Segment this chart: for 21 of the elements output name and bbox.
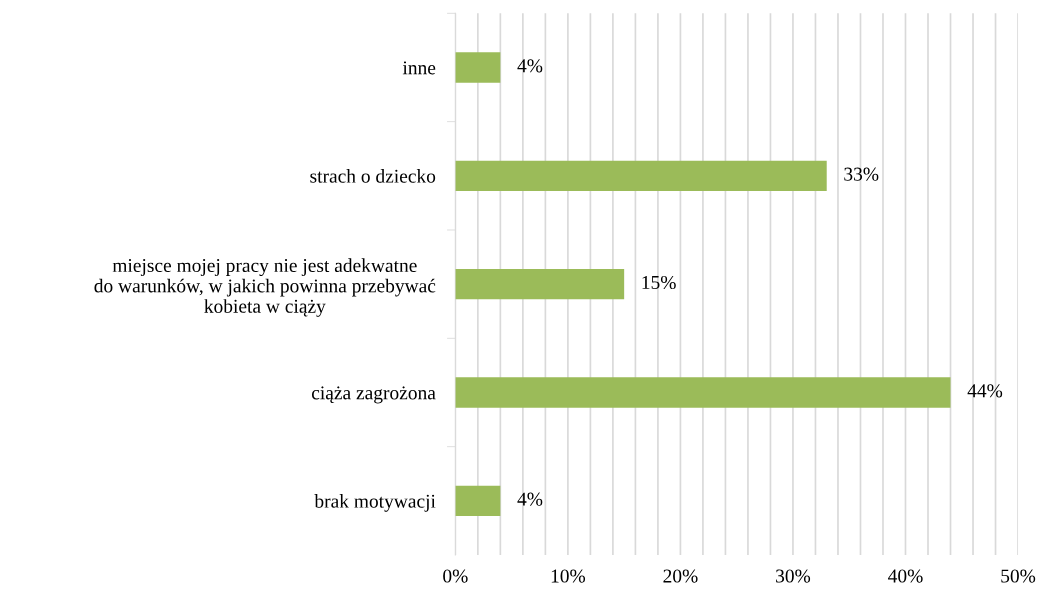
bar [455, 268, 625, 300]
data-label: 4% [517, 59, 543, 73]
data-label: 44% [967, 384, 1003, 398]
bar [455, 52, 501, 83]
bar [455, 485, 501, 516]
y-tick-label: strach o dziecko [310, 169, 436, 183]
data-label: 15% [642, 275, 676, 290]
y-tick-label: ciąża zagrożona [311, 386, 436, 404]
x-tick-label: 0% [443, 569, 468, 583]
bar [455, 160, 827, 191]
data-label: 33% [844, 167, 879, 181]
x-tick-label: 10% [551, 569, 586, 583]
data-label: 4% [517, 492, 543, 506]
x-tick-label: 30% [776, 569, 811, 583]
x-tick-label: 20% [663, 569, 698, 583]
y-tick-label: inne [402, 61, 436, 75]
y-tick-label: brak motywacji [314, 494, 436, 512]
x-tick-label: 40% [888, 569, 923, 583]
bar [455, 377, 951, 408]
x-tick-label: 50% [1001, 569, 1036, 583]
y-tick-label: miejsce mojej pracy nie jest adekwatne do warunków, w jakich powinna przebywać kobieta w ciąży [94, 258, 436, 317]
